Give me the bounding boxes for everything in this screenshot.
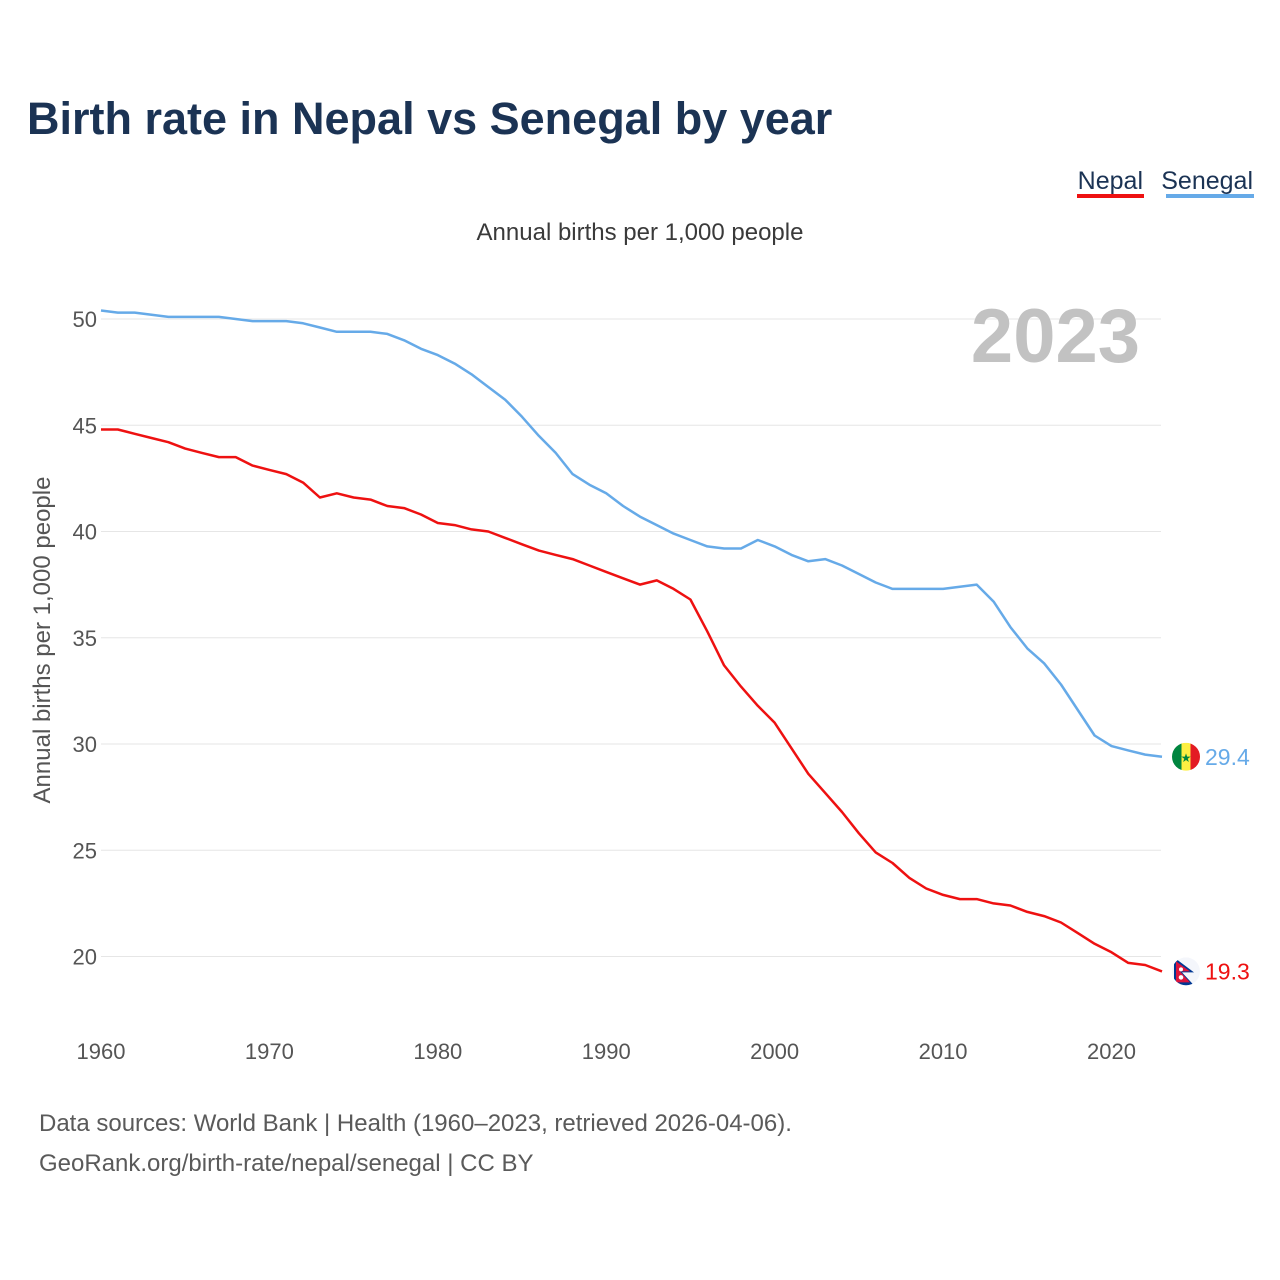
legend: Nepal Senegal [1077, 167, 1254, 198]
senegal-flag-icon: ★ [1172, 742, 1200, 771]
y-tick-label: 25 [73, 838, 97, 863]
legend-swatch-nepal [1077, 194, 1144, 198]
y-tick-label: 50 [73, 307, 97, 332]
year-stamp: 2023 [971, 294, 1140, 379]
series-lines [100, 309, 1163, 973]
y-tick-label: 45 [73, 413, 97, 438]
x-tick-label: 1980 [413, 1039, 462, 1064]
x-tick-label: 2020 [1087, 1039, 1136, 1064]
svg-text:★: ★ [1181, 751, 1192, 765]
legend-swatch-senegal [1166, 194, 1254, 198]
end-markers: ★ 29.4 19.3 [1172, 742, 1250, 986]
legend-label-senegal: Senegal [1161, 167, 1253, 195]
legend-item-senegal[interactable]: Senegal [1161, 167, 1254, 198]
source-line-2[interactable]: GeoRank.org/birth-rate/nepal/senegal | C… [39, 1150, 534, 1177]
x-axis-ticks: 1960 1970 1980 1990 2000 2010 2020 [77, 1039, 1136, 1064]
source-line-1: Data sources: World Bank | Health (1960–… [39, 1110, 792, 1137]
legend-item-nepal[interactable]: Nepal [1077, 167, 1144, 198]
y-tick-label: 35 [73, 626, 97, 651]
chart-subtitle: Annual births per 1,000 people [477, 219, 804, 246]
y-axis-ticks: 20 25 30 35 40 45 50 [73, 307, 97, 970]
y-tick-label: 30 [73, 732, 97, 757]
series-line-senegal[interactable] [100, 309, 1163, 759]
y-tick-label: 40 [73, 520, 97, 545]
x-tick-label: 1970 [245, 1039, 294, 1064]
y-axis-label: Annual births per 1,000 people [29, 477, 56, 804]
nepal-end-value: 19.3 [1205, 958, 1250, 984]
x-tick-label: 1960 [77, 1039, 126, 1064]
legend-label-nepal: Nepal [1078, 167, 1143, 195]
x-tick-label: 2010 [919, 1039, 968, 1064]
series-line-nepal[interactable] [101, 428, 1163, 973]
chart-title: Birth rate in Nepal vs Senegal by year [27, 93, 832, 144]
senegal-end-value: 29.4 [1205, 744, 1250, 770]
y-tick-label: 20 [73, 945, 97, 970]
x-tick-label: 2000 [750, 1039, 799, 1064]
gridlines [101, 318, 1161, 957]
nepal-flag-icon [1172, 957, 1200, 986]
x-tick-label: 1990 [582, 1039, 631, 1064]
